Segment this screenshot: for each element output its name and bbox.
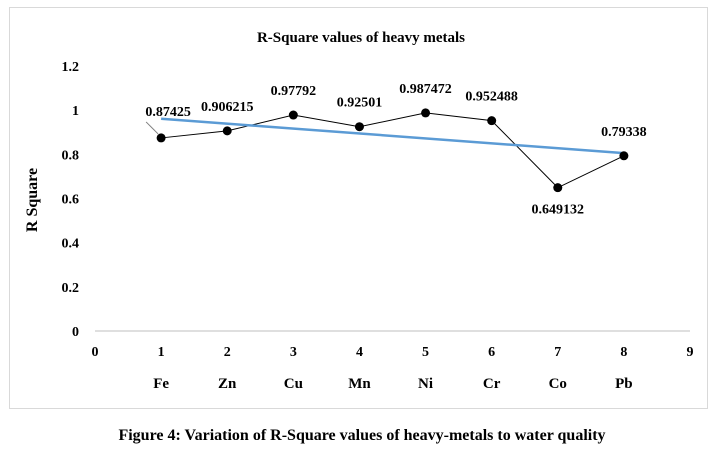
x-tick-label: 6: [488, 345, 495, 360]
x-tick-label: 0: [92, 345, 99, 360]
data-label: 0.906215: [201, 100, 254, 115]
y-tick-label: 0.4: [62, 237, 80, 252]
data-label: 0.92501: [337, 96, 383, 111]
data-label: 0.79338: [601, 125, 647, 140]
data-label: 0.987472: [399, 82, 452, 97]
y-axis-label: R Square: [24, 168, 41, 232]
category-label: Cr: [483, 376, 501, 392]
y-tick-label: 0.2: [62, 281, 80, 296]
trendline: [161, 117, 624, 155]
data-point: [487, 116, 497, 126]
data-point: [354, 122, 364, 132]
data-point: [156, 133, 166, 143]
y-tick-label: 0.6: [62, 193, 80, 208]
data-label-leader-line: [145, 121, 159, 135]
category-label: Cu: [284, 376, 303, 392]
data-point: [421, 108, 431, 118]
category-label: Ni: [418, 376, 433, 392]
data-point: [222, 126, 232, 136]
series-line: [161, 112, 625, 189]
figure-caption: Figure 4: Variation of R-Square values o…: [118, 427, 606, 444]
x-tick-label: 2: [224, 345, 231, 360]
category-label: Mn: [348, 376, 371, 392]
data-label: 0.649132: [532, 203, 585, 218]
x-tick-label: 5: [422, 345, 429, 360]
data-point: [553, 183, 563, 193]
category-label: Pb: [615, 376, 633, 392]
category-label: Fe: [153, 376, 169, 392]
data-point: [619, 151, 629, 161]
y-tick-label: 0.8: [62, 148, 80, 163]
x-tick-label: 1: [158, 345, 165, 360]
chart-title: R-Square values of heavy metals: [257, 30, 465, 46]
x-tick-label: 3: [290, 345, 297, 360]
x-tick-label: 7: [554, 345, 561, 360]
category-label: Zn: [218, 376, 237, 392]
data-label: 0.87425: [145, 105, 191, 120]
data-label: 0.952488: [465, 90, 518, 105]
y-tick-label: 1: [72, 104, 79, 119]
data-point: [288, 110, 298, 120]
data-label: 0.97792: [271, 84, 317, 99]
r-square-chart: R-Square values of heavy metals R Square…: [24, 30, 694, 392]
x-tick-label: 8: [620, 345, 627, 360]
x-tick-label: 9: [687, 345, 694, 360]
y-tick-label: 0: [72, 325, 79, 340]
category-label: Co: [549, 376, 567, 392]
x-tick-label: 4: [356, 345, 363, 360]
y-tick-label: 1.2: [62, 60, 80, 75]
chart-frame: [9, 7, 708, 409]
